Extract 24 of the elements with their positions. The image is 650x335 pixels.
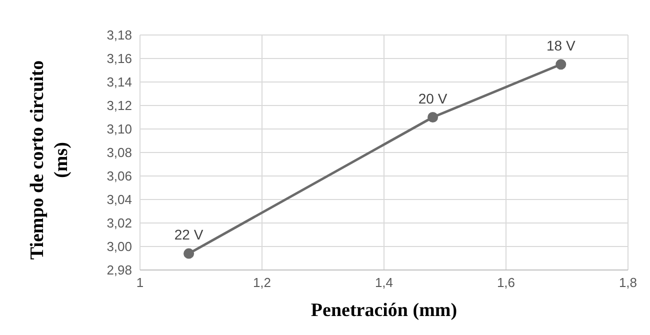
point [184,248,194,259]
annotation: 20 V [418,90,448,106]
y-axis-title: Tiempo de corto circuito (ms) [26,59,73,262]
annotation: 18 V [546,37,576,54]
x-tick-label: 1,6 [496,275,516,290]
y-tick-label: 3,08 [106,145,132,160]
point [556,59,566,70]
y-tick-label: 3,10 [106,122,132,137]
x-tick-label: 1,4 [374,275,394,290]
y-tick-label: 3,06 [106,168,132,184]
y-tick-label: 3,18 [106,28,132,43]
y-tick-label: 3,02 [106,216,132,231]
y-tick-label: 3,16 [106,51,132,66]
x-tick-label: 1,2 [252,275,272,290]
y-tick-label: 3,14 [106,74,132,90]
y-tick-label: 3,04 [106,192,132,208]
y-tick-label: 3,12 [106,98,132,114]
annotation: 22 V [174,226,204,243]
x-tick-label: 1 [136,275,144,290]
point [428,112,438,122]
x-axis-title: Penetración (mm) [310,300,458,322]
y-tick-label: 3,00 [106,239,132,254]
y-tick-label: 2,98 [106,262,132,278]
x-tick-label: 1,8 [618,275,638,290]
